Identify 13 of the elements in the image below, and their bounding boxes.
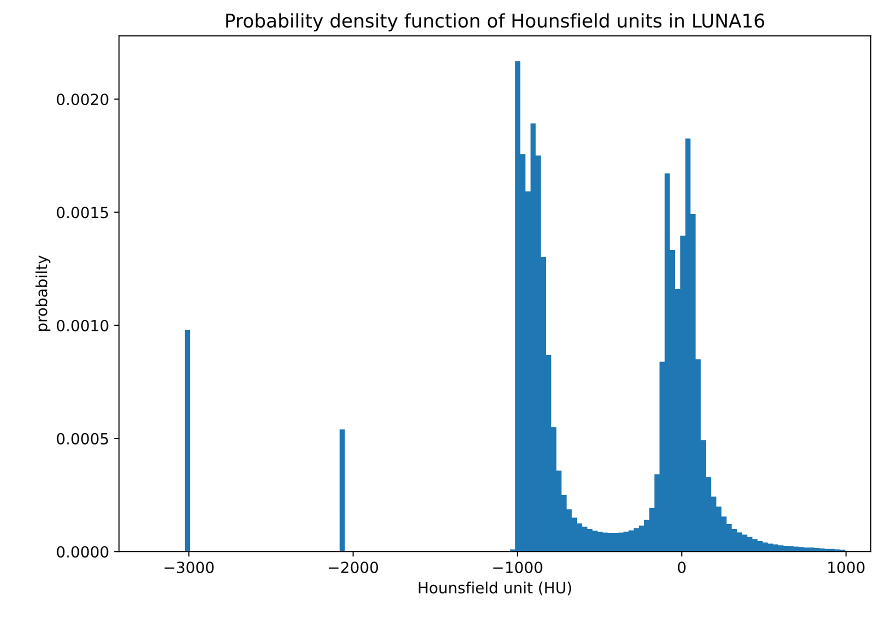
x-tick-label: −3000 xyxy=(164,562,214,574)
y-tick-label: 0.0020 xyxy=(56,94,108,106)
x-tick-label: −2000 xyxy=(328,562,378,574)
chart-title: Probability density function of Hounsfield units in LUNA16 xyxy=(226,13,764,32)
x-tick-label: 0 xyxy=(678,562,686,574)
y-tick-label: 0.0005 xyxy=(56,432,108,445)
y-axis-title: probabilty xyxy=(36,256,50,331)
x-tick-label: 1000 xyxy=(828,562,864,574)
y-tick-label: 0.0010 xyxy=(56,320,108,332)
x-tick-label: −1000 xyxy=(493,562,542,574)
x-axis-title: Hounsfield unit (HU) xyxy=(418,582,572,596)
y-tick-label: 0.0000 xyxy=(56,546,108,558)
y-tick-label: 0.0015 xyxy=(56,206,108,218)
